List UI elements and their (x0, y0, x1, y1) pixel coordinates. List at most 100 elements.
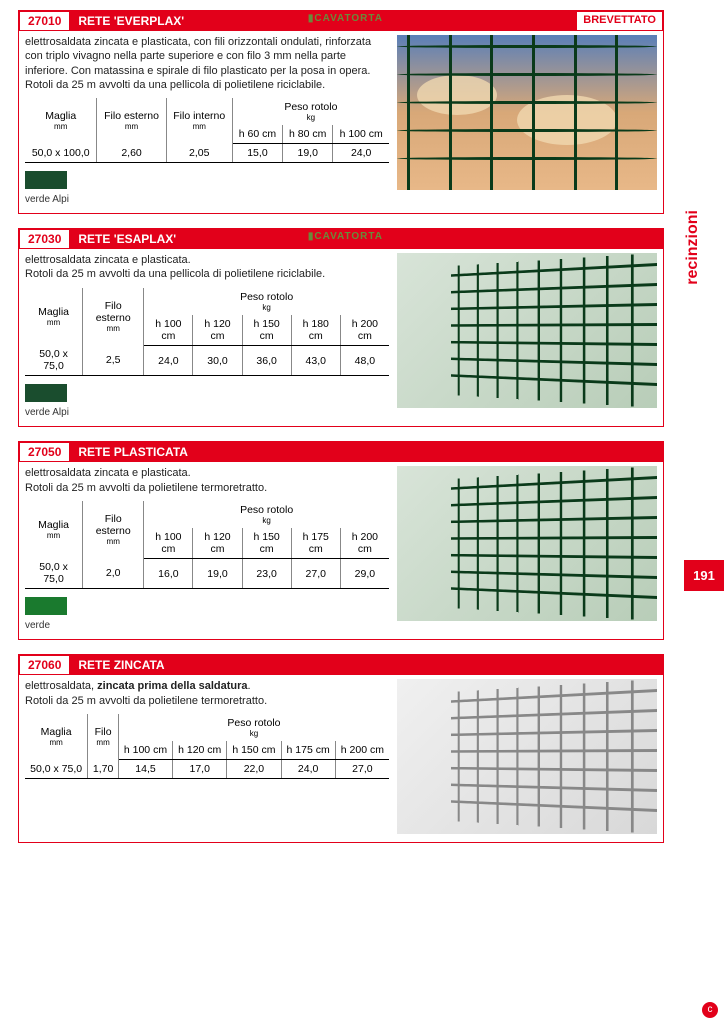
table-cell: 50,0 x 100,0 (25, 144, 97, 163)
table-cell: 30,0 (193, 345, 242, 376)
table-cell: 43,0 (291, 345, 340, 376)
table-cell: 24,0 (333, 144, 389, 163)
product-card: 27010 RETE 'EVERPLAX' BREVETTATO ▮CAVATO… (18, 10, 664, 214)
col-header: Filo esternomm (83, 288, 144, 346)
col-header: Magliamm (25, 714, 88, 760)
color-swatch (25, 171, 67, 189)
table-cell: 24,0 (144, 345, 193, 376)
table-cell: 1,70 (88, 759, 119, 778)
col-header: Peso rotolokg (144, 288, 389, 315)
col-subheader: h 100 cm (144, 528, 193, 559)
product-name: RETE ZINCATA (70, 655, 663, 675)
col-subheader: h 60 cm (232, 125, 282, 144)
table-cell: 50,0 x 75,0 (25, 558, 83, 589)
col-subheader: h 150 cm (242, 528, 291, 559)
product-code: 27050 (20, 443, 69, 461)
col-subheader: h 120 cm (173, 741, 227, 760)
col-subheader: h 180 cm (291, 315, 340, 346)
product-description: elettrosaldata, zincata prima della sald… (25, 679, 389, 708)
table-cell: 19,0 (283, 144, 333, 163)
brand-logo: ▮CAVATORTA (308, 231, 383, 242)
table-cell: 22,0 (227, 759, 281, 778)
product-card: 27030 RETE 'ESAPLAX' ▮CAVATORTA elettros… (18, 228, 664, 427)
color-swatch (25, 384, 67, 402)
table-cell: 23,0 (242, 558, 291, 589)
product-card: 27050 RETE PLASTICATA elettrosaldata zin… (18, 441, 664, 640)
col-subheader: h 150 cm (242, 315, 291, 346)
spec-table: MagliammFilo esternommPeso rotolokgh 100… (25, 501, 389, 590)
col-subheader: h 120 cm (193, 315, 242, 346)
col-subheader: h 175 cm (281, 741, 335, 760)
table-cell: 15,0 (232, 144, 282, 163)
col-subheader: h 200 cm (335, 741, 389, 760)
product-name: RETE PLASTICATA (70, 442, 663, 462)
product-image (397, 253, 657, 408)
col-header: Filomm (88, 714, 119, 760)
col-subheader: h 100 cm (144, 315, 193, 346)
product-card: 27060 RETE ZINCATA elettrosaldata, zinca… (18, 654, 664, 843)
swatch-label: verde Alpi (25, 407, 389, 418)
col-header: Magliamm (25, 501, 83, 559)
product-code: 27060 (20, 656, 69, 674)
product-image (397, 35, 657, 190)
table-cell: 50,0 x 75,0 (25, 759, 88, 778)
table-cell: 2,0 (83, 558, 144, 589)
col-header: Magliamm (25, 98, 97, 144)
table-cell: 14,5 (118, 759, 172, 778)
spec-table: MagliammFilo esternommPeso rotolokgh 100… (25, 288, 389, 377)
col-subheader: h 200 cm (340, 315, 389, 346)
catalog-page: 27010 RETE 'EVERPLAX' BREVETTATO ▮CAVATO… (0, 0, 724, 867)
spec-table: MagliammFilo esternommFilo internommPeso… (25, 98, 389, 163)
col-subheader: h 120 cm (193, 528, 242, 559)
table-cell: 24,0 (281, 759, 335, 778)
table-row: 50,0 x 75,02,016,019,023,027,029,0 (25, 558, 389, 589)
col-header: Filo internomm (166, 98, 232, 144)
col-subheader: h 150 cm (227, 741, 281, 760)
spec-table: MagliammFilommPeso rotolokgh 100 cmh 120… (25, 714, 389, 779)
table-cell: 36,0 (242, 345, 291, 376)
patent-badge: BREVETTATO (576, 11, 663, 31)
product-image (397, 679, 657, 834)
col-header: Magliamm (25, 288, 83, 346)
footer-logo-icon: c (702, 1002, 718, 1018)
product-header: 27060 RETE ZINCATA (19, 655, 663, 675)
table-row: 50,0 x 75,02,524,030,036,043,048,0 (25, 345, 389, 376)
col-subheader: h 80 cm (283, 125, 333, 144)
table-cell: 2,05 (166, 144, 232, 163)
col-subheader: h 175 cm (291, 528, 340, 559)
table-row: 50,0 x 75,01,7014,517,022,024,027,0 (25, 759, 389, 778)
table-cell: 2,5 (83, 345, 144, 376)
col-subheader: h 200 cm (340, 528, 389, 559)
col-header: Peso rotolokg (232, 98, 389, 125)
table-cell: 50,0 x 75,0 (25, 345, 83, 376)
brand-logo: ▮CAVATORTA (308, 13, 383, 24)
col-header: Peso rotolokg (118, 714, 389, 741)
product-code: 27030 (20, 230, 69, 248)
table-cell: 29,0 (340, 558, 389, 589)
table-cell: 17,0 (173, 759, 227, 778)
product-image (397, 466, 657, 621)
product-description: elettrosaldata zincata e plasticata, con… (25, 35, 389, 92)
section-tab: recinzioni (684, 200, 724, 295)
table-cell: 27,0 (291, 558, 340, 589)
table-cell: 2,60 (97, 144, 166, 163)
col-subheader: h 100 cm (118, 741, 172, 760)
swatch-label: verde Alpi (25, 194, 389, 205)
page-number: 191 (684, 560, 724, 591)
product-description: elettrosaldata zincata e plasticata.Roto… (25, 466, 389, 495)
product-code: 27010 (20, 12, 69, 30)
table-cell: 19,0 (193, 558, 242, 589)
col-header: Filo esternomm (83, 501, 144, 559)
table-cell: 27,0 (335, 759, 389, 778)
table-cell: 48,0 (340, 345, 389, 376)
table-row: 50,0 x 100,02,602,0515,019,024,0 (25, 144, 389, 163)
col-header: Filo esternomm (97, 98, 166, 144)
product-description: elettrosaldata zincata e plasticata.Roto… (25, 253, 389, 282)
product-header: 27050 RETE PLASTICATA (19, 442, 663, 462)
products-list: 27010 RETE 'EVERPLAX' BREVETTATO ▮CAVATO… (18, 10, 664, 843)
col-header: Peso rotolokg (144, 501, 389, 528)
swatch-label: verde (25, 620, 389, 631)
table-cell: 16,0 (144, 558, 193, 589)
color-swatch (25, 597, 67, 615)
col-subheader: h 100 cm (333, 125, 389, 144)
